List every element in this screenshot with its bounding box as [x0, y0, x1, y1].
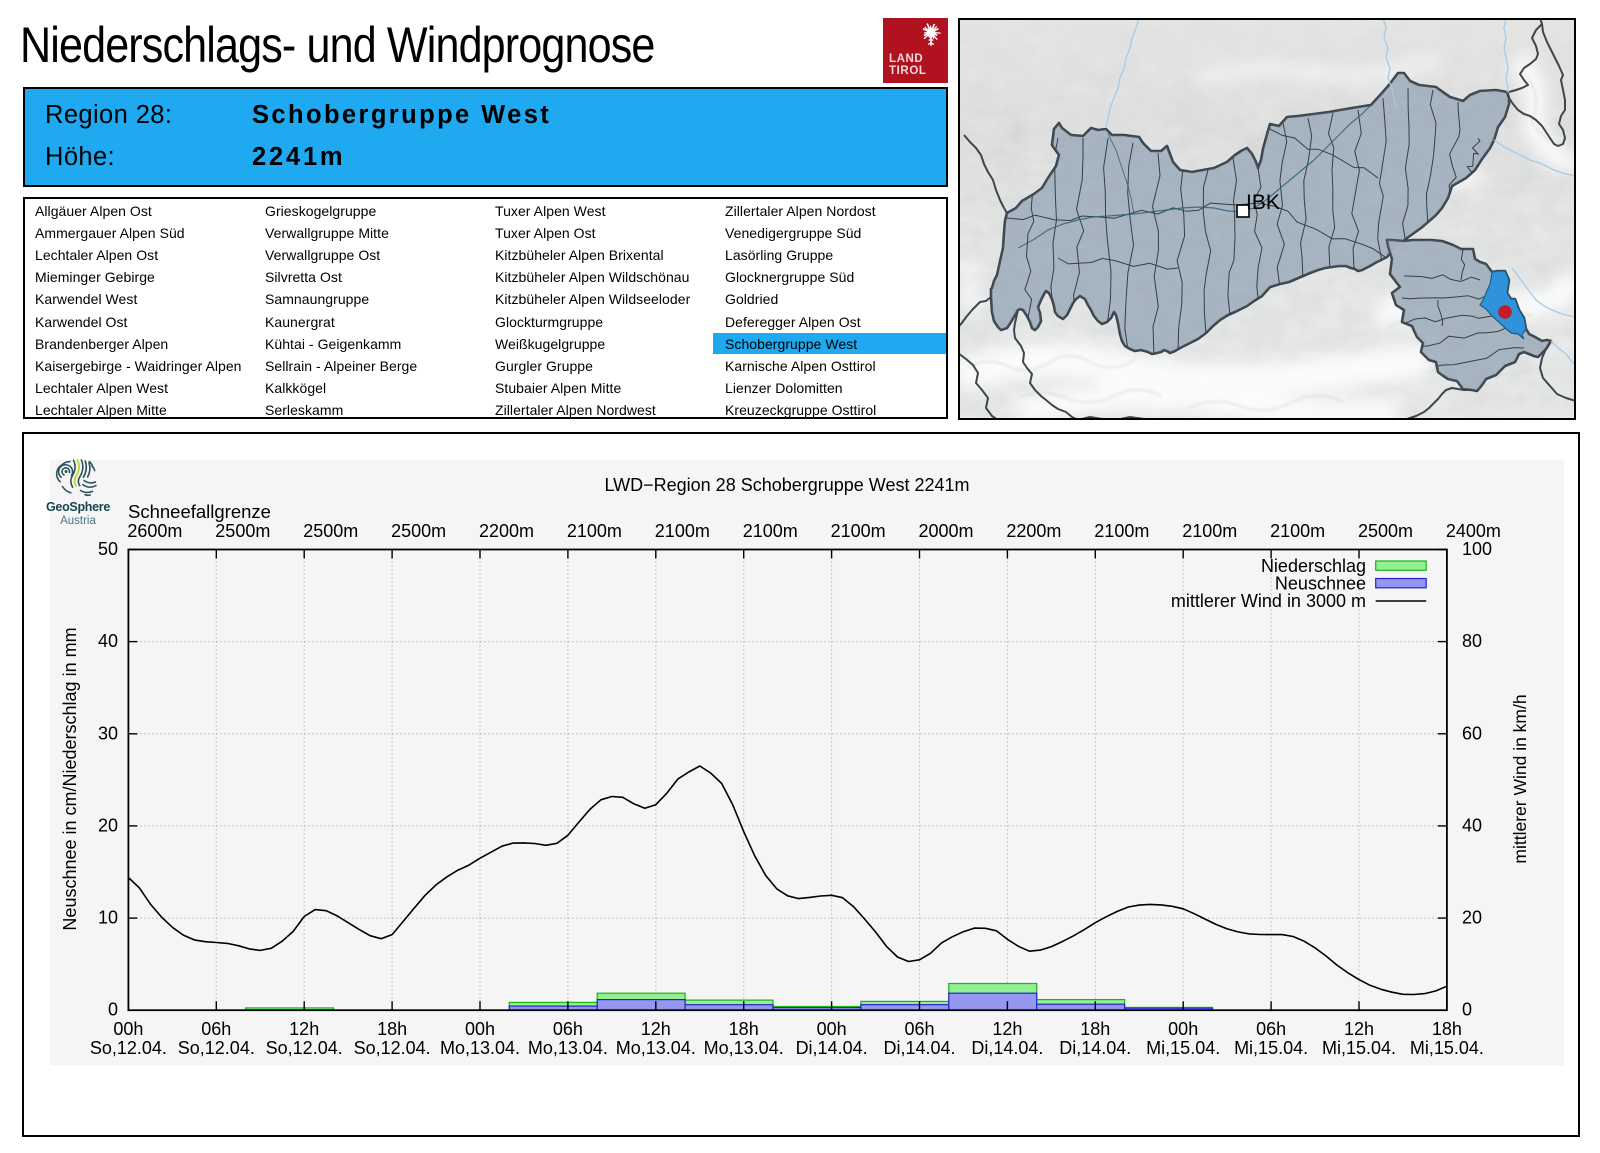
- svg-text:So,12.04.: So,12.04.: [354, 1038, 431, 1058]
- svg-text:06h: 06h: [553, 1019, 583, 1039]
- svg-text:So,12.04.: So,12.04.: [90, 1038, 167, 1058]
- svg-text:Mi,15.04.: Mi,15.04.: [1410, 1038, 1484, 1058]
- svg-text:Niederschlag: Niederschlag: [1261, 556, 1366, 576]
- svg-text:Schneefallgrenze: Schneefallgrenze: [128, 501, 271, 522]
- svg-text:IBK: IBK: [1246, 191, 1280, 214]
- svg-text:Mi,15.04.: Mi,15.04.: [1234, 1038, 1308, 1058]
- svg-text:Di,14.04.: Di,14.04.: [796, 1038, 868, 1058]
- svg-text:Di,14.04.: Di,14.04.: [971, 1038, 1043, 1058]
- svg-text:2000m: 2000m: [919, 521, 974, 541]
- svg-text:50: 50: [98, 539, 118, 559]
- svg-text:30: 30: [98, 723, 118, 743]
- svg-text:2100m: 2100m: [567, 521, 622, 541]
- svg-text:Di,14.04.: Di,14.04.: [883, 1038, 955, 1058]
- svg-text:mittlerer Wind in 3000 m: mittlerer Wind in 3000 m: [1171, 591, 1366, 611]
- svg-text:So,12.04.: So,12.04.: [266, 1038, 343, 1058]
- svg-text:Neuschnee: Neuschnee: [1275, 574, 1366, 594]
- svg-text:60: 60: [1462, 723, 1482, 743]
- svg-text:Mi,15.04.: Mi,15.04.: [1146, 1038, 1220, 1058]
- svg-text:2500m: 2500m: [1358, 521, 1413, 541]
- svg-text:2400m: 2400m: [1446, 521, 1501, 541]
- svg-text:So,12.04.: So,12.04.: [178, 1038, 255, 1058]
- svg-text:Mo,13.04.: Mo,13.04.: [704, 1038, 784, 1058]
- svg-text:2100m: 2100m: [1182, 521, 1237, 541]
- svg-text:Mi,15.04.: Mi,15.04.: [1322, 1038, 1396, 1058]
- svg-text:00h: 00h: [465, 1019, 495, 1039]
- svg-text:0: 0: [1462, 1000, 1472, 1020]
- svg-text:12h: 12h: [992, 1019, 1022, 1039]
- svg-text:40: 40: [98, 631, 118, 651]
- svg-text:2100m: 2100m: [1094, 521, 1149, 541]
- svg-text:100: 100: [1462, 539, 1492, 559]
- svg-text:2100m: 2100m: [831, 521, 886, 541]
- svg-text:2500m: 2500m: [215, 521, 270, 541]
- svg-text:2200m: 2200m: [479, 521, 534, 541]
- svg-text:GeoSphere: GeoSphere: [46, 500, 110, 514]
- svg-text:12h: 12h: [1344, 1019, 1374, 1039]
- svg-text:12h: 12h: [289, 1019, 319, 1039]
- svg-text:06h: 06h: [201, 1019, 231, 1039]
- svg-text:00h: 00h: [113, 1019, 143, 1039]
- svg-text:18h: 18h: [729, 1019, 759, 1039]
- svg-text:18h: 18h: [1432, 1019, 1462, 1039]
- svg-text:2500m: 2500m: [391, 521, 446, 541]
- svg-text:Mo,13.04.: Mo,13.04.: [440, 1038, 520, 1058]
- svg-text:2100m: 2100m: [1270, 521, 1325, 541]
- svg-text:2100m: 2100m: [655, 521, 710, 541]
- svg-text:LWD−Region 28 Schobergruppe We: LWD−Region 28 Schobergruppe West 2241m: [604, 475, 969, 495]
- svg-text:06h: 06h: [904, 1019, 934, 1039]
- svg-text:Austria: Austria: [60, 515, 96, 527]
- svg-text:20: 20: [98, 815, 118, 835]
- svg-text:Mo,13.04.: Mo,13.04.: [616, 1038, 696, 1058]
- svg-text:Neuschnee in cm/Niederschlag i: Neuschnee in cm/Niederschlag in mm: [60, 627, 80, 930]
- svg-text:20: 20: [1462, 908, 1482, 928]
- svg-text:2100m: 2100m: [743, 521, 798, 541]
- svg-text:00h: 00h: [1168, 1019, 1198, 1039]
- svg-text:Di,14.04.: Di,14.04.: [1059, 1038, 1131, 1058]
- svg-text:0: 0: [108, 1000, 118, 1020]
- svg-text:2200m: 2200m: [1006, 521, 1061, 541]
- svg-text:2600m: 2600m: [127, 521, 182, 541]
- svg-text:00h: 00h: [817, 1019, 847, 1039]
- svg-text:mittlerer Wind in km/h: mittlerer Wind in km/h: [1510, 694, 1530, 863]
- svg-text:12h: 12h: [641, 1019, 671, 1039]
- svg-text:06h: 06h: [1256, 1019, 1286, 1039]
- svg-text:80: 80: [1462, 631, 1482, 651]
- svg-text:40: 40: [1462, 815, 1482, 835]
- svg-text:2500m: 2500m: [303, 521, 358, 541]
- svg-text:18h: 18h: [377, 1019, 407, 1039]
- svg-text:Mo,13.04.: Mo,13.04.: [528, 1038, 608, 1058]
- svg-text:18h: 18h: [1080, 1019, 1110, 1039]
- svg-text:10: 10: [98, 908, 118, 928]
